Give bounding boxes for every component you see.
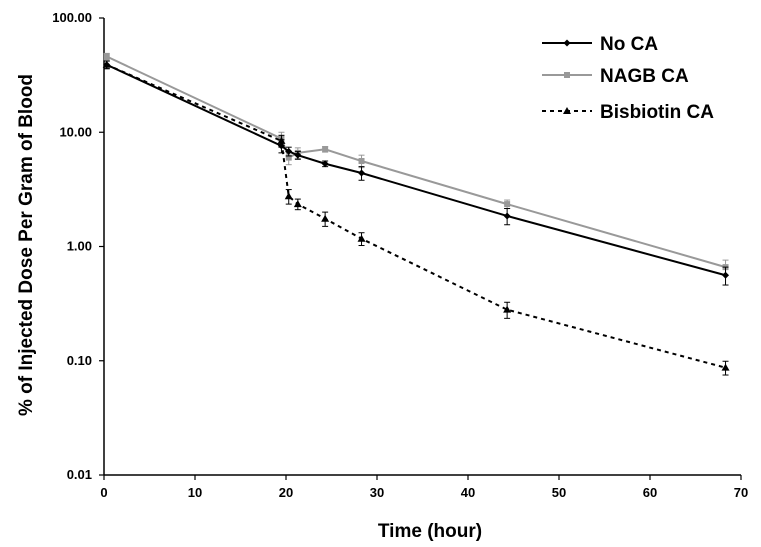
data-point	[277, 136, 286, 144]
data-point	[563, 107, 571, 114]
data-point	[321, 160, 329, 168]
data-point	[503, 212, 511, 220]
data-point	[358, 169, 366, 177]
legend: No CA NAGB CA Bisbiotin CA	[542, 34, 714, 123]
y-tick-label: 0.01	[67, 467, 92, 482]
data-point	[563, 39, 571, 47]
series-line	[106, 63, 726, 277]
y-tick-label: 100.00	[52, 10, 92, 25]
legend-label: No CA	[600, 34, 658, 55]
data-point	[564, 72, 570, 78]
x-tick-label: 0	[100, 485, 107, 500]
data-point	[358, 158, 365, 165]
y-axis-title: % of Injected Dose Per Gram of Blood	[16, 74, 37, 416]
legend-label: NAGB CA	[600, 66, 689, 87]
data-point	[293, 200, 302, 208]
data-point	[321, 214, 330, 222]
data-point	[504, 201, 511, 208]
x-tick-label: 50	[552, 485, 566, 500]
data-point	[722, 271, 730, 279]
legend-item: Bisbiotin CA	[542, 102, 714, 123]
data-point	[721, 363, 730, 371]
data-point	[322, 146, 329, 153]
y-tick-label: 10.00	[59, 124, 92, 139]
series-line	[106, 55, 726, 269]
data-point	[284, 192, 293, 200]
series-bisbiotin-ca	[102, 60, 730, 376]
x-tick-label: 20	[279, 485, 293, 500]
data-point	[294, 151, 302, 159]
x-tick-label: 70	[734, 485, 748, 500]
x-axis-ticks: 0 10 20 30 40 50 60 70	[100, 475, 748, 500]
series-no-ca	[103, 60, 730, 286]
data-point	[103, 53, 110, 60]
y-axis-ticks: 0.01 0.10 1.00 10.00 100.00	[52, 10, 104, 482]
legend-item: No CA	[542, 34, 658, 55]
series-layer	[102, 52, 730, 376]
data-point	[285, 154, 292, 161]
data-point	[503, 305, 512, 313]
x-axis-title: Time (hour)	[378, 521, 482, 542]
y-tick-label: 0.10	[67, 353, 92, 368]
legend-label: Bisbiotin CA	[600, 102, 714, 123]
legend-item: NAGB CA	[542, 66, 689, 87]
y-tick-label: 1.00	[67, 239, 92, 254]
x-tick-label: 60	[643, 485, 657, 500]
data-point	[285, 147, 293, 155]
x-tick-label: 40	[461, 485, 475, 500]
x-tick-label: 30	[370, 485, 384, 500]
data-point	[357, 234, 366, 242]
data-point	[102, 60, 111, 68]
series-line	[106, 63, 726, 369]
x-tick-label: 10	[188, 485, 202, 500]
